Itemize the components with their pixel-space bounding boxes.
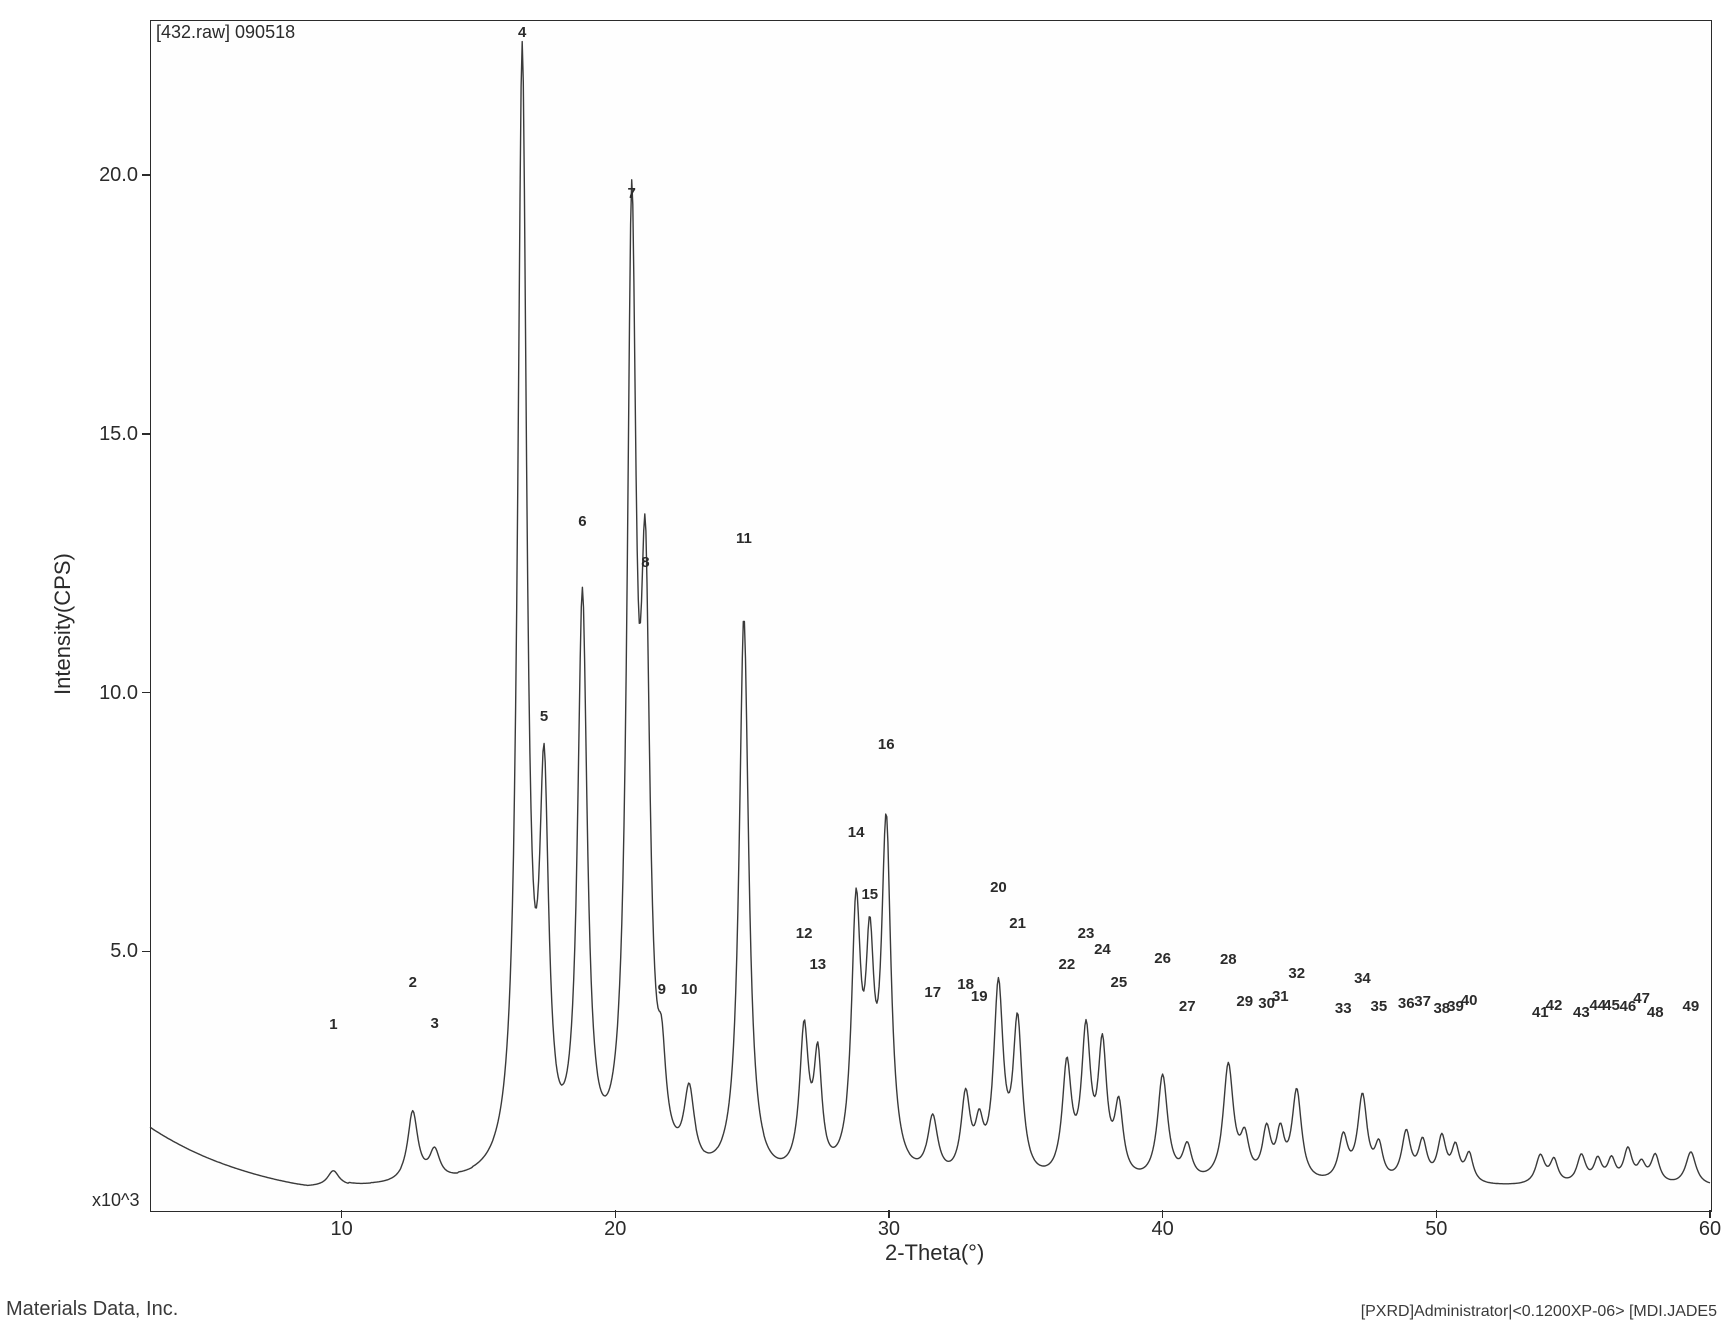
peak-label: 7 (628, 185, 636, 202)
peak-label: 20 (990, 879, 1007, 896)
peak-label: 35 (1370, 998, 1387, 1015)
peak-label: 24 (1094, 941, 1111, 958)
peak-label: 19 (971, 988, 988, 1005)
peak-label: 29 (1236, 993, 1253, 1010)
peak-label: 2 (409, 974, 417, 991)
xrd-figure: [432.raw] 090518 Intensity(CPS) 2-Theta(… (0, 0, 1725, 1327)
peak-label: 13 (809, 956, 826, 973)
peak-label: 36 (1398, 995, 1415, 1012)
peak-label: 5 (540, 708, 548, 725)
peak-label: 21 (1009, 915, 1026, 932)
peak-label: 6 (578, 513, 586, 530)
peak-label: 16 (878, 736, 895, 753)
xrd-trace (0, 0, 1725, 1327)
peak-label: 12 (796, 925, 813, 942)
peak-label: 3 (430, 1015, 438, 1032)
peak-label: 37 (1414, 993, 1431, 1010)
peak-label: 31 (1272, 988, 1289, 1005)
peak-label: 9 (658, 981, 666, 998)
peak-label: 8 (641, 554, 649, 571)
peak-label: 15 (861, 886, 878, 903)
peak-label: 33 (1335, 1000, 1352, 1017)
peak-label: 22 (1058, 956, 1075, 973)
peak-label: 28 (1220, 951, 1237, 968)
peak-label: 40 (1461, 992, 1478, 1009)
peak-label: 45 (1603, 997, 1620, 1014)
peak-label: 49 (1682, 998, 1699, 1015)
peak-label: 25 (1110, 974, 1127, 991)
peak-label: 14 (848, 824, 865, 841)
peak-label: 4 (518, 24, 526, 41)
peak-label: 1 (329, 1016, 337, 1033)
peak-label: 17 (924, 984, 941, 1001)
peak-label: 42 (1546, 997, 1563, 1014)
peak-label: 11 (736, 530, 752, 547)
peak-label: 34 (1354, 970, 1371, 987)
peak-label: 23 (1078, 925, 1095, 942)
peak-label: 48 (1647, 1004, 1664, 1021)
peak-label: 32 (1288, 965, 1305, 982)
peak-label: 10 (681, 981, 698, 998)
peak-label: 43 (1573, 1004, 1590, 1021)
peak-label: 26 (1154, 950, 1171, 967)
peak-label: 27 (1179, 998, 1196, 1015)
